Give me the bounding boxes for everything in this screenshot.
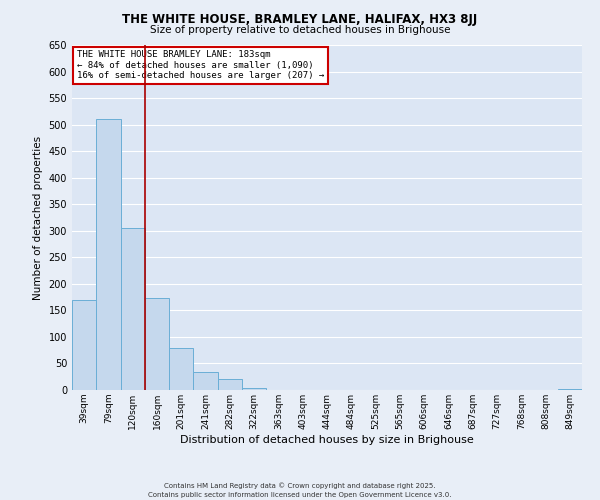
Bar [169,348,193,390]
Text: Contains public sector information licensed under the Open Government Licence v3: Contains public sector information licen… [148,492,452,498]
Bar [72,300,96,390]
Text: Size of property relative to detached houses in Brighouse: Size of property relative to detached ho… [150,25,450,35]
Bar [145,298,169,390]
Text: THE WHITE HOUSE, BRAMLEY LANE, HALIFAX, HX3 8JJ: THE WHITE HOUSE, BRAMLEY LANE, HALIFAX, … [122,12,478,26]
Bar [121,228,145,390]
Text: THE WHITE HOUSE BRAMLEY LANE: 183sqm
← 84% of detached houses are smaller (1,090: THE WHITE HOUSE BRAMLEY LANE: 183sqm ← 8… [77,50,325,80]
Text: Contains HM Land Registry data © Crown copyright and database right 2025.: Contains HM Land Registry data © Crown c… [164,482,436,489]
X-axis label: Distribution of detached houses by size in Brighouse: Distribution of detached houses by size … [180,434,474,444]
Bar [193,372,218,390]
Bar [96,120,121,390]
Bar [242,388,266,390]
Y-axis label: Number of detached properties: Number of detached properties [33,136,43,300]
Bar [218,380,242,390]
